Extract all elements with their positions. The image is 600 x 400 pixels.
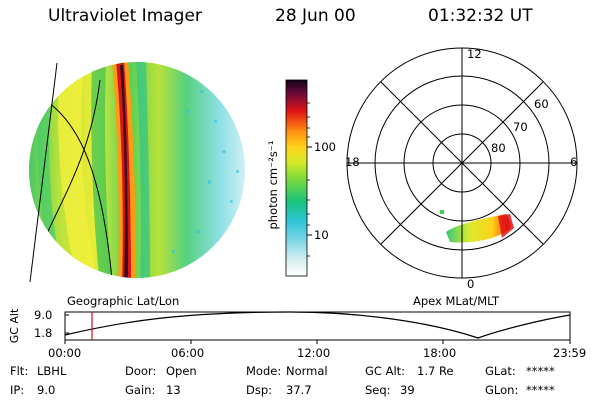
mlt-label-0: 0 (467, 277, 475, 291)
alt-xtick-0000: 00:00 (48, 346, 82, 360)
alt-xtick-0600: 06:00 (171, 346, 205, 360)
alt-xtick-1200: 12:00 (297, 346, 331, 360)
filter-value: LBHL (37, 364, 67, 378)
dsp-label: Dsp: (246, 383, 273, 397)
polar-plot (346, 47, 578, 279)
seq-label: Seq: (365, 383, 391, 397)
alt-ytick-1-8: 1.8 (34, 326, 53, 340)
ip-label: IP: (10, 383, 25, 397)
geographic-caption: Geographic Lat/Lon (67, 294, 180, 308)
alt-ytick-9: 9.0 (34, 308, 53, 322)
gc-alt-value: 1.7 Re (417, 364, 454, 378)
door-value: Open (166, 364, 197, 378)
seq-value: 39 (400, 383, 415, 397)
earth-disk-image (29, 62, 245, 278)
gain-label: Gain: (125, 383, 156, 397)
filter-label: Flt: (10, 364, 29, 378)
observation-date: 28 Jun 00 (275, 6, 356, 26)
observation-time: 01:32:32 UT (428, 6, 533, 26)
glon-label: GLon: (485, 383, 519, 397)
glon-value: ***** (526, 383, 555, 397)
altitude-curve (64, 311, 571, 339)
mlat-label-60: 60 (534, 97, 549, 111)
colorbar (285, 79, 308, 277)
gain-value: 13 (166, 383, 181, 397)
alt-xtick-1800: 18:00 (423, 346, 457, 360)
dsp-value: 37.7 (286, 383, 312, 397)
altitude-ylabel: GC Alt (8, 308, 21, 343)
mlt-label-6: 6 (570, 155, 578, 169)
meridian-line (29, 62, 58, 283)
gc-alt-label: GC Alt: (365, 364, 406, 378)
mode-label: Mode: (246, 364, 282, 378)
mlat-label-70: 70 (513, 120, 528, 134)
mlt-label-12: 12 (467, 47, 482, 61)
mlat-label-80: 80 (491, 141, 506, 155)
altitude-plot (64, 311, 571, 344)
colorbar-unit-label: photon cm⁻²s⁻¹ (266, 141, 280, 230)
instrument-title: Ultraviolet Imager (48, 6, 202, 26)
glat-value: ***** (526, 364, 555, 378)
colorbar-tick-100: 100 (314, 140, 336, 154)
door-label: Door: (125, 364, 157, 378)
colorbar-tick-10: 10 (314, 228, 329, 242)
glat-label: GLat: (485, 364, 516, 378)
alt-xtick-2359: 23:59 (553, 346, 587, 360)
ip-value: 9.0 (37, 383, 56, 397)
apex-caption: Apex MLat/MLT (413, 294, 500, 308)
mode-value: Normal (286, 364, 328, 378)
mlt-label-18: 18 (345, 155, 360, 169)
